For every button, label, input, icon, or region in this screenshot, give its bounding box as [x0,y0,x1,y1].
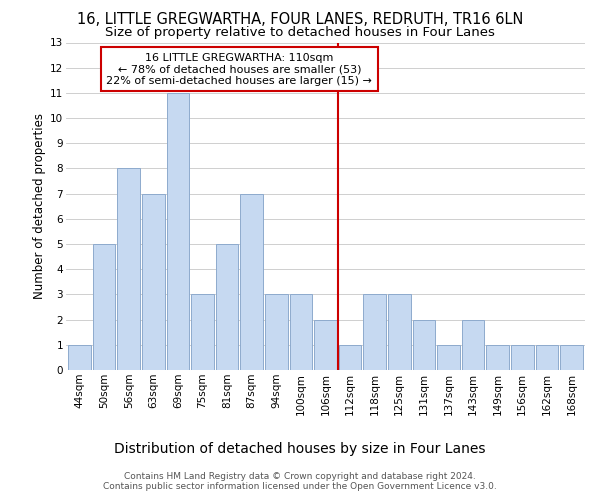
Bar [560,345,583,370]
Bar [191,294,214,370]
Bar [142,194,164,370]
Bar [339,345,361,370]
Bar [437,345,460,370]
Bar [68,345,91,370]
Bar [314,320,337,370]
Bar [487,345,509,370]
Bar [462,320,484,370]
Text: 16, LITTLE GREGWARTHA, FOUR LANES, REDRUTH, TR16 6LN: 16, LITTLE GREGWARTHA, FOUR LANES, REDRU… [77,12,523,28]
Bar [413,320,435,370]
Bar [118,168,140,370]
Bar [388,294,410,370]
Bar [511,345,533,370]
Bar [536,345,558,370]
Bar [167,93,189,370]
Text: 16 LITTLE GREGWARTHA: 110sqm
← 78% of detached houses are smaller (53)
22% of se: 16 LITTLE GREGWARTHA: 110sqm ← 78% of de… [106,52,373,86]
Text: Contains HM Land Registry data © Crown copyright and database right 2024.
Contai: Contains HM Land Registry data © Crown c… [103,472,497,491]
Text: Distribution of detached houses by size in Four Lanes: Distribution of detached houses by size … [114,442,486,456]
Bar [241,194,263,370]
Bar [265,294,287,370]
Bar [364,294,386,370]
Bar [290,294,312,370]
Bar [93,244,115,370]
Bar [216,244,238,370]
Y-axis label: Number of detached properties: Number of detached properties [33,114,46,299]
Text: Size of property relative to detached houses in Four Lanes: Size of property relative to detached ho… [105,26,495,39]
